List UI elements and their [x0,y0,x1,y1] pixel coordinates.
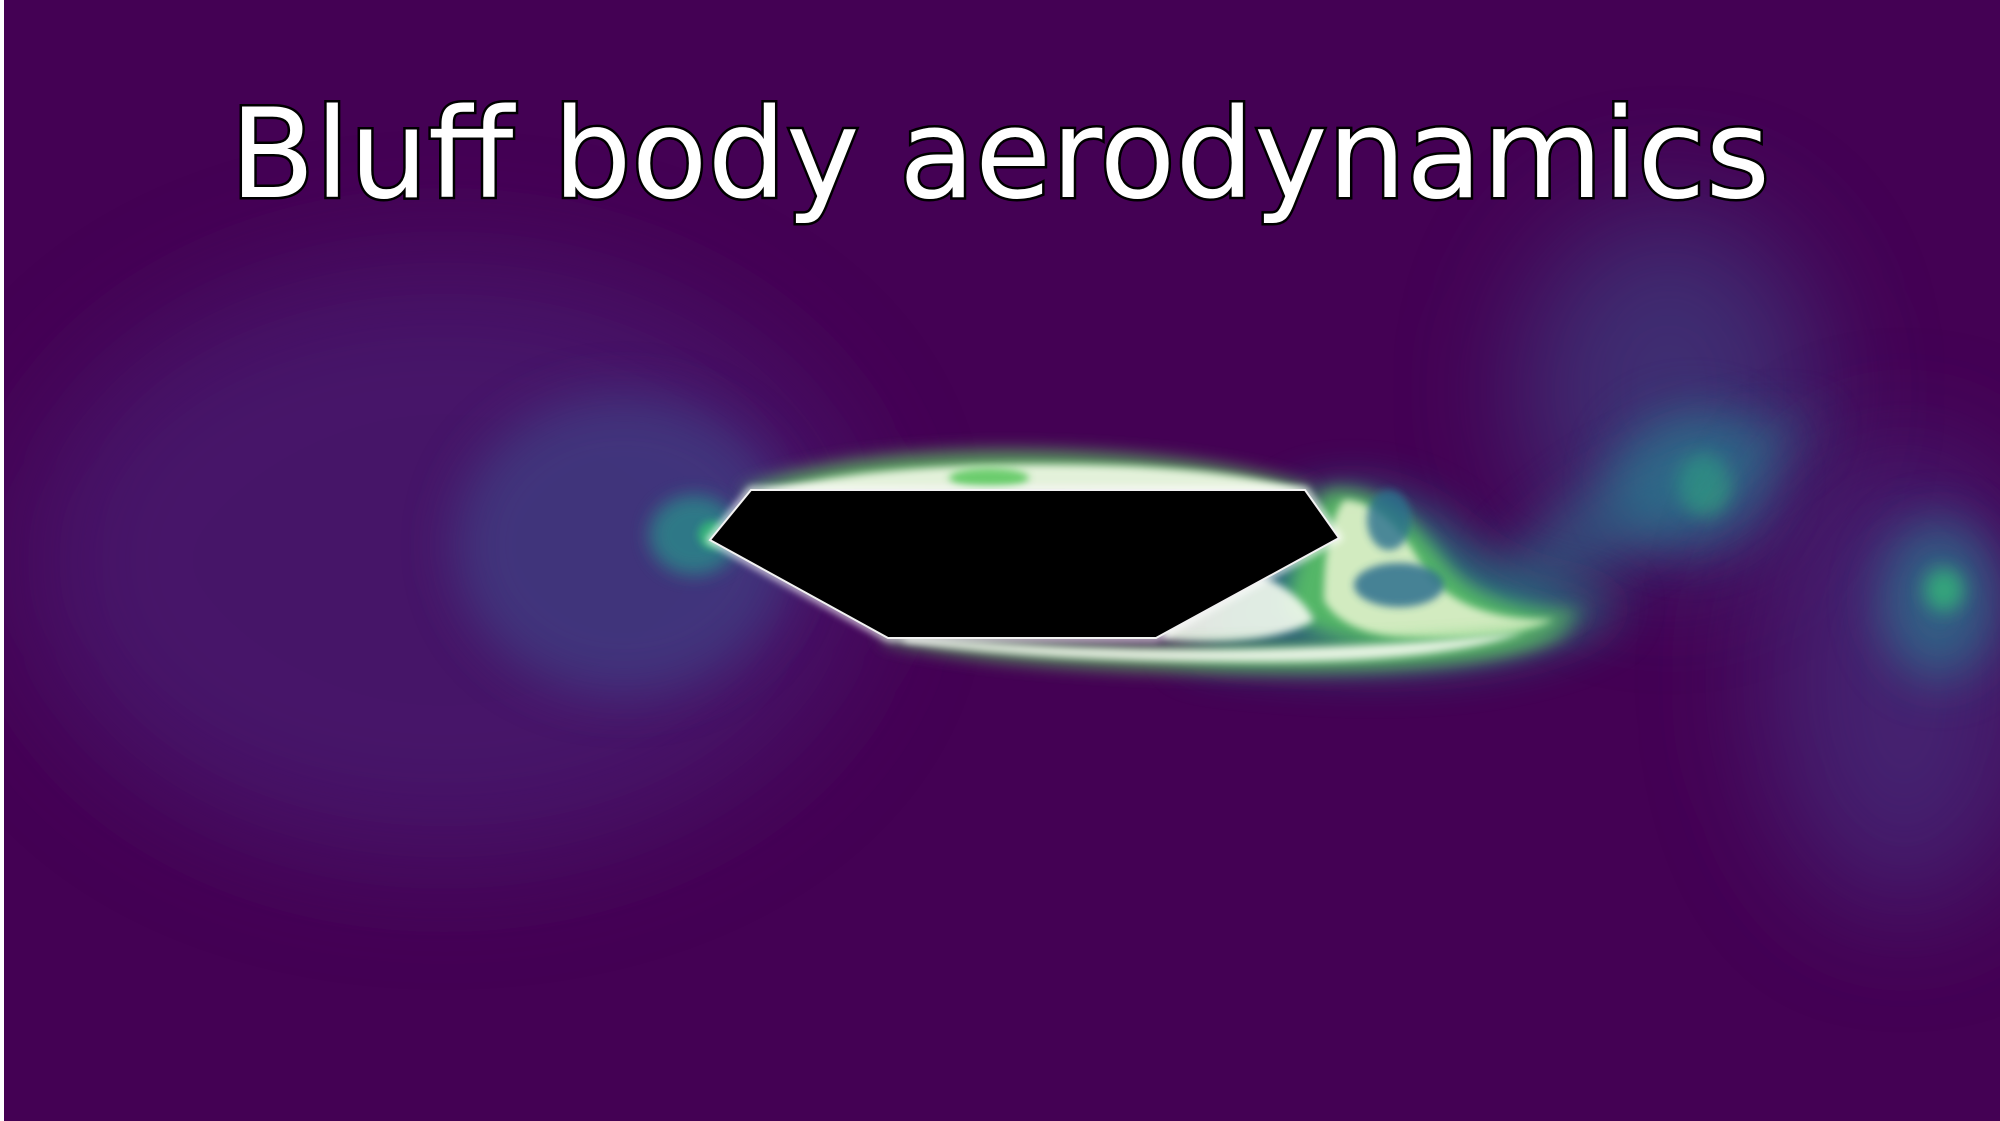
image-border [0,0,4,1121]
bluff-body [705,487,1344,641]
flow-field-image [4,0,2000,1121]
shed-vortex-edge [1764,450,2000,910]
upstream-halo [24,260,864,860]
page-title: Bluff body aerodynamics [227,81,1772,230]
shed-vortex-upper [1504,210,1824,600]
